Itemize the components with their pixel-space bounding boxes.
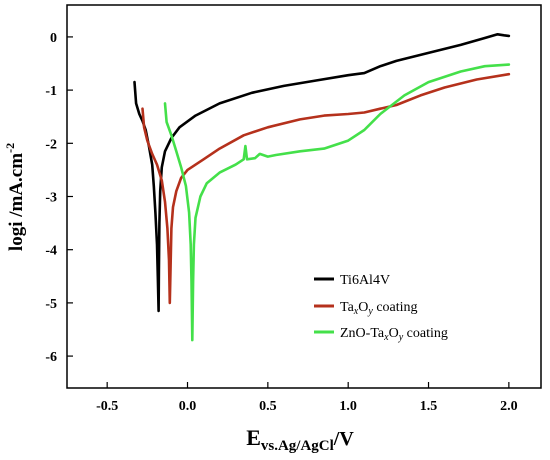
series-line-0 bbox=[133, 33, 511, 313]
y-axis-label-sup: -2 bbox=[3, 143, 17, 153]
y-axis-label-main: logi /mA.cm bbox=[6, 153, 27, 251]
legend-label-taxoy: TaxOy coating bbox=[340, 300, 418, 317]
x-tick-label: 1.0 bbox=[339, 399, 357, 414]
y-axis-label: logi /mA.cm-2 bbox=[3, 143, 27, 251]
x-tick-label: 1.5 bbox=[420, 399, 438, 414]
legend-label-zno-taxoy: ZnO-TaxOy coating bbox=[340, 326, 448, 343]
plot-frame bbox=[66, 4, 542, 389]
y-tick-label: -5 bbox=[45, 297, 57, 312]
x-tick-label: 0.5 bbox=[259, 399, 277, 414]
x-axis-label-suffix: /V bbox=[333, 428, 355, 450]
y-tick-label: -2 bbox=[45, 137, 57, 152]
series-line-2 bbox=[163, 63, 511, 342]
y-tick-label: -3 bbox=[45, 191, 57, 206]
x-tick-label: 0.0 bbox=[179, 399, 197, 414]
x-axis-label-sub: vs.Ag/AgCl bbox=[261, 438, 334, 454]
y-axis: 0 -1 -2 -3 -4 -5 -6 bbox=[45, 31, 73, 365]
x-axis-label-main: E bbox=[246, 425, 261, 450]
legend: Ti6Al4V TaxOy coating ZnO-TaxOy coating bbox=[314, 273, 448, 343]
y-tick-label: -1 bbox=[45, 84, 57, 99]
series-line-1 bbox=[141, 72, 511, 305]
y-tick-label: -4 bbox=[45, 244, 57, 259]
legend-label-ti6al4v: Ti6Al4V bbox=[340, 273, 390, 288]
x-axis: -0.5 0.0 0.5 1.0 1.5 2.0 bbox=[96, 382, 518, 414]
x-axis-label: Evs.Ag/AgCl/V bbox=[246, 425, 354, 454]
x-tick-label: -0.5 bbox=[96, 399, 118, 414]
series-layer bbox=[133, 33, 511, 342]
x-tick-label: 2.0 bbox=[500, 399, 518, 414]
y-tick-label: -6 bbox=[45, 350, 57, 365]
y-tick-label: 0 bbox=[50, 31, 57, 46]
